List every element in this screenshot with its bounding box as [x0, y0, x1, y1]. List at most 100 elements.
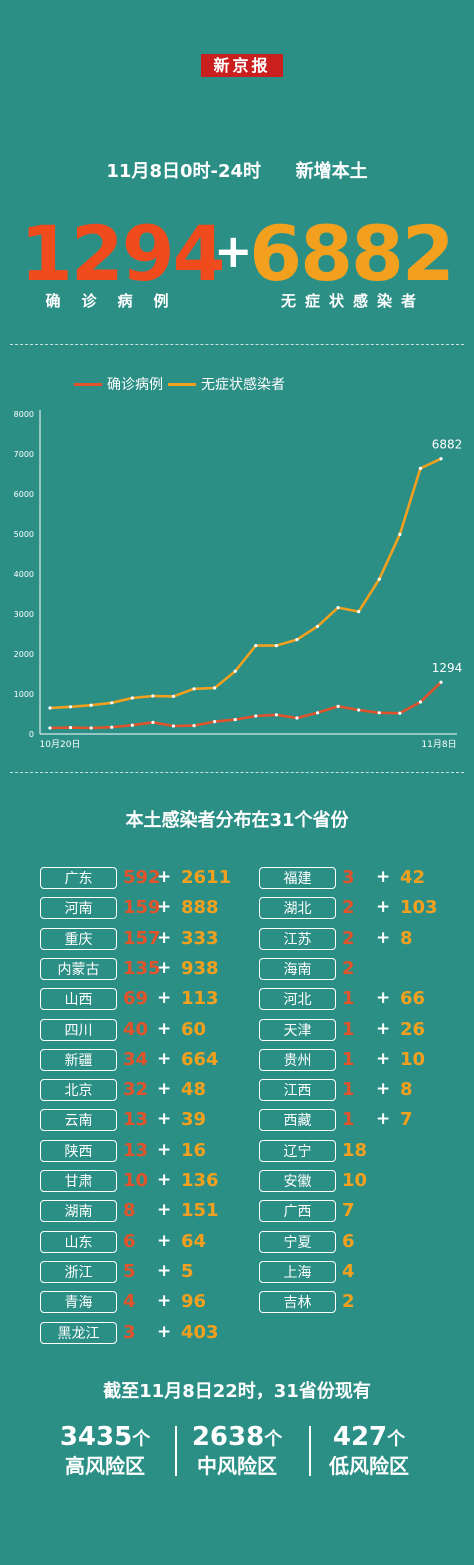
- province-name: 甘肃: [40, 1170, 117, 1192]
- province-confirmed: 32: [123, 1079, 149, 1101]
- province-confirmed: 13: [123, 1139, 149, 1161]
- series-line-0: [49, 681, 442, 730]
- y-tick-label: 4000: [14, 570, 34, 579]
- province-name: 陕西: [40, 1139, 117, 1162]
- province-name: 辽宁: [259, 1139, 336, 1162]
- province-name: 河北: [259, 988, 336, 1011]
- legend-swatch-asymptomatic: [168, 382, 196, 386]
- province-name: 广西: [259, 1200, 336, 1223]
- province-row: 四川 40 +60: [40, 1018, 240, 1041]
- data-point: [439, 680, 443, 684]
- province-confirmed: 69: [123, 988, 149, 1010]
- distribution-title: 本土感染者分布在31个省份: [125, 810, 349, 831]
- province-row: 江苏 2 +8: [259, 927, 459, 950]
- province-confirmed: 159: [123, 897, 161, 919]
- province-row: 甘肃 10 +136: [40, 1170, 240, 1192]
- data-point: [151, 694, 155, 698]
- province-confirmed: 6: [123, 1230, 136, 1252]
- divider: [10, 772, 464, 773]
- province-row: 浙江 5 +5: [40, 1260, 240, 1283]
- province-confirmed: 13: [123, 1109, 149, 1131]
- province-plus: +: [157, 1321, 172, 1342]
- province-asymptomatic: 7: [342, 1200, 355, 1222]
- province-name: 北京: [40, 1079, 117, 1102]
- province-asymptomatic: 664: [181, 1048, 219, 1070]
- province-asymptomatic: 10: [400, 1048, 426, 1070]
- province-plus: +: [157, 1079, 172, 1100]
- data-point: [377, 577, 381, 581]
- data-point: [295, 716, 299, 720]
- province-asymptomatic: 2: [342, 1291, 355, 1313]
- risk-label: 高风险区: [65, 1454, 145, 1478]
- province-asymptomatic: 48: [181, 1079, 207, 1101]
- x-tick-label: 10月20日: [40, 739, 81, 750]
- data-point: [418, 466, 423, 470]
- province-plus: +: [157, 1260, 172, 1281]
- province-asymptomatic: 16: [181, 1139, 207, 1161]
- province-row: 海南 2: [259, 957, 459, 980]
- y-tick-label: 7000: [14, 450, 34, 459]
- data-point: [48, 726, 52, 730]
- province-row: 湖北 2 +103: [259, 897, 459, 920]
- province-name: 吉林: [259, 1291, 336, 1314]
- province-plus: +: [157, 897, 172, 918]
- province-name: 湖北: [259, 897, 336, 920]
- province-asymptomatic: 39: [181, 1109, 207, 1131]
- province-row: 云南 13 +39: [40, 1109, 240, 1132]
- province-row: 广西 7: [259, 1200, 459, 1223]
- province-asymptomatic: 18: [342, 1139, 368, 1161]
- province-plus: +: [376, 867, 391, 887]
- province-row: 黑龙江 3 +403: [40, 1321, 240, 1344]
- risk-low: 427个 低风险区: [304, 1422, 434, 1480]
- province-confirmed: 40: [123, 1018, 149, 1040]
- province-confirmed: 1: [342, 1018, 355, 1040]
- province-name: 西藏: [259, 1109, 336, 1132]
- heading-subtitle: 新增本土: [295, 161, 368, 182]
- data-point: [357, 708, 361, 712]
- province-name: 天津: [259, 1018, 336, 1041]
- data-point: [171, 694, 176, 698]
- y-tick-label: 3000: [14, 610, 34, 619]
- province-asymptomatic: 5: [181, 1260, 194, 1282]
- data-point: [357, 610, 361, 614]
- province-plus: +: [157, 1200, 172, 1221]
- end-value-label: 1294: [432, 661, 463, 675]
- province-confirmed: 3: [123, 1321, 136, 1343]
- province-plus: +: [376, 897, 391, 918]
- province-plus: +: [376, 1048, 391, 1069]
- legend-swatch-confirmed: [74, 382, 102, 386]
- data-point: [439, 457, 443, 461]
- data-point: [398, 532, 402, 536]
- total-plus: +: [214, 224, 253, 278]
- province-name: 江西: [259, 1079, 336, 1102]
- province-confirmed: 8: [123, 1200, 136, 1222]
- province-confirmed: 3: [342, 867, 355, 888]
- total-asymptomatic: 6882: [249, 209, 455, 298]
- province-confirmed: 2: [342, 897, 355, 919]
- province-name: 河南: [40, 897, 117, 920]
- risk-unit: 个: [387, 1429, 406, 1450]
- legend-label-confirmed: 确诊病例: [107, 377, 163, 393]
- province-confirmed: 1: [342, 988, 355, 1010]
- province-row: 青海 4 +96: [40, 1291, 240, 1314]
- y-tick-label: 5000: [14, 530, 34, 539]
- province-row: 宁夏 6: [259, 1230, 459, 1253]
- data-point: [110, 725, 114, 729]
- province-name: 宁夏: [259, 1230, 336, 1253]
- province-plus: +: [376, 927, 391, 948]
- data-point: [171, 724, 176, 728]
- province-name: 山东: [40, 1230, 117, 1253]
- province-row: 湖南 8 +151: [40, 1200, 240, 1223]
- province-plus: +: [157, 1018, 172, 1039]
- data-point: [68, 726, 73, 730]
- risk-count: 2638: [191, 1422, 265, 1452]
- y-tick-label: 8000: [14, 410, 34, 419]
- risk-high: 3435个 高风险区: [40, 1422, 170, 1480]
- province-row: 广东 592 +2611: [40, 867, 240, 889]
- province-name: 安徽: [259, 1170, 336, 1192]
- series-line-1: [49, 457, 442, 710]
- data-point: [398, 711, 402, 715]
- province-name: 内蒙古: [40, 957, 117, 980]
- risk-label: 低风险区: [329, 1454, 409, 1478]
- data-point: [315, 711, 320, 715]
